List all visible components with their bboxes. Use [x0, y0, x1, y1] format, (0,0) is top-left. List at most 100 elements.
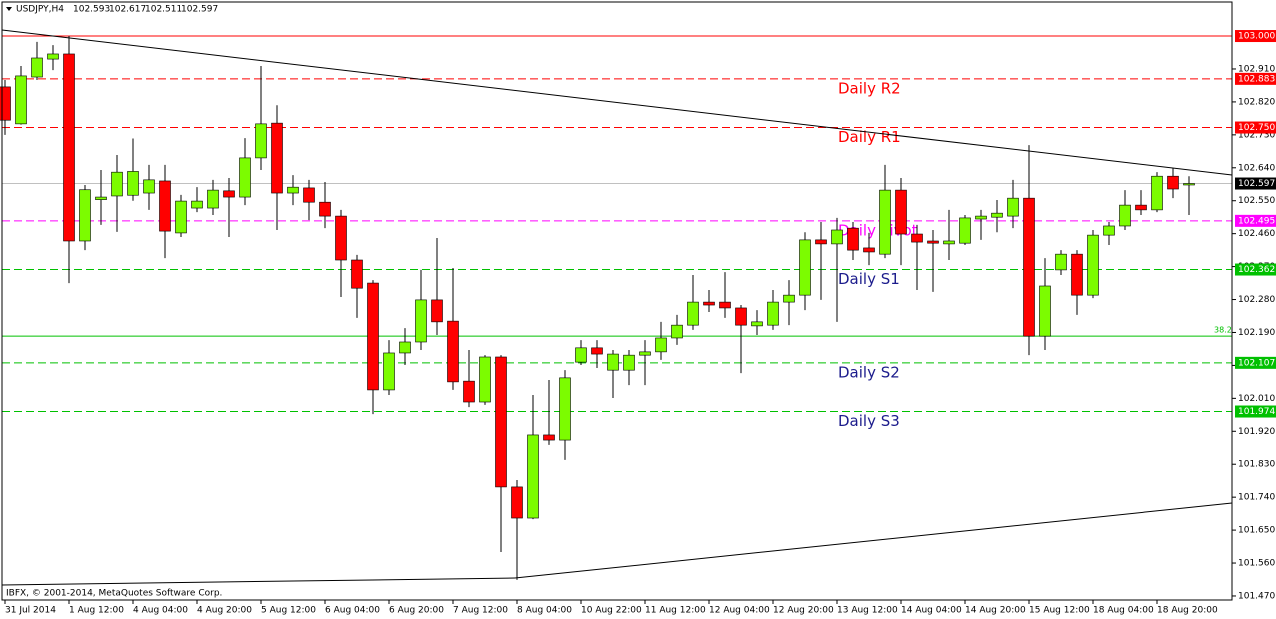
last-price-tag-box: [1235, 177, 1276, 190]
level-price-tag-box: [1235, 405, 1276, 418]
y-tick-label: 102.190: [1238, 328, 1275, 338]
fib-label: 38.2: [1214, 326, 1232, 335]
candle-body: [927, 240, 939, 244]
candle-body: [991, 212, 1003, 218]
trendline: [1, 577, 516, 586]
x-tick-label: 12 Aug 04:00: [709, 606, 770, 616]
x-tick-label: 31 Jul 2014: [5, 606, 56, 616]
x-tick-label: 12 Aug 20:00: [773, 606, 834, 616]
candle-body: [399, 341, 411, 354]
level-name: Daily R2: [838, 79, 901, 97]
menu-arrow[interactable]: [6, 7, 12, 11]
y-tick-label: 102.730: [1238, 130, 1275, 140]
candle-body: [79, 189, 91, 242]
candle-body: [815, 239, 827, 245]
y-tick-label: 101.560: [1238, 559, 1275, 569]
candle-body: [879, 189, 891, 255]
candle-body: [863, 247, 875, 253]
candle-body: [511, 486, 523, 519]
x-tick-label: 11 Aug 12:00: [645, 606, 706, 616]
symbol-title: USDJPY,H4: [16, 5, 64, 15]
axis-layer: 102.910 102.820 102.730 102.640 102.550 102.4…: [4, 30, 1276, 616]
candle-body: [463, 380, 475, 403]
level-price-tag: 102.750: [1238, 123, 1275, 133]
candle-body: [239, 157, 251, 198]
level-price-tag: 101.974: [1238, 407, 1275, 417]
y-tick-label: 102.010: [1238, 394, 1275, 404]
last-price-tag: 102.597: [1238, 179, 1275, 189]
level-name: Daily S2: [838, 363, 900, 381]
x-tick-label: 4 Aug 20:00: [197, 606, 252, 616]
y-tick-label: 101.740: [1238, 493, 1275, 503]
x-tick-label: 18 Aug 20:00: [1157, 606, 1218, 616]
candle-body: [703, 301, 715, 306]
candle-body: [335, 215, 347, 261]
level-price-tag-box: [1235, 263, 1276, 276]
candle-body: [1119, 204, 1131, 227]
candle-body: [527, 434, 539, 519]
header-low: 102.511: [145, 5, 182, 15]
y-tick-label: 102.460: [1238, 229, 1275, 239]
candle-layer: [0, 36, 1195, 580]
candle-body: [143, 179, 155, 194]
x-tick-label: 14 Aug 20:00: [965, 606, 1026, 616]
candle-body: [175, 200, 187, 234]
y-tick-label: 102.820: [1238, 97, 1275, 107]
candle-body: [351, 259, 363, 289]
candle-body: [63, 53, 75, 242]
x-tick-label: 5 Aug 12:00: [261, 606, 316, 616]
level-name: Daily S3: [838, 412, 900, 430]
candle-body: [591, 347, 603, 355]
candle-body: [127, 171, 139, 196]
candle-body: [1151, 175, 1163, 211]
x-tick-label: 10 Aug 22:00: [581, 606, 642, 616]
trendline: [1, 29, 1233, 176]
candle-body: [1055, 253, 1067, 271]
candle-body: [975, 215, 987, 220]
candle-body: [719, 301, 731, 309]
candle-body: [1071, 253, 1083, 296]
x-tick-label: 6 Aug 20:00: [389, 606, 444, 616]
y-tick-label: 102.550: [1238, 196, 1275, 206]
candle-body: [575, 347, 587, 363]
candle-body: [1039, 285, 1051, 337]
level-price-tag: 102.362: [1238, 265, 1275, 275]
candle-body: [799, 239, 811, 296]
candle-body: [191, 200, 203, 209]
candle-body: [1135, 204, 1147, 211]
copyright: IBFX, © 2001-2014, MetaQuotes Software C…: [6, 589, 222, 599]
candle-body: [543, 434, 555, 441]
candle-body: [319, 201, 331, 217]
candle-body: [1007, 197, 1019, 217]
candle-body: [431, 299, 443, 323]
header-open: 102.593: [73, 5, 110, 15]
candle-body: [895, 189, 907, 235]
candle-body: [31, 57, 43, 78]
x-tick-label: 8 Aug 04:00: [517, 606, 572, 616]
candle-body: [1023, 197, 1035, 337]
candle-body: [367, 282, 379, 391]
candle-body: [47, 53, 59, 60]
level-price-tag-box: [1235, 121, 1276, 134]
candle-body: [1087, 234, 1099, 296]
level-price-tag-box: [1235, 356, 1276, 369]
candle-body: [783, 294, 795, 303]
x-tick-label: 13 Aug 12:00: [837, 606, 898, 616]
x-tick-label: 7 Aug 12:00: [453, 606, 508, 616]
candle-body: [255, 123, 267, 159]
candle-body: [415, 299, 427, 343]
x-tick-label: 18 Aug 04:00: [1093, 606, 1154, 616]
header-close: 102.597: [181, 5, 218, 15]
x-tick-label: 1 Aug 12:00: [69, 606, 124, 616]
candle-body: [639, 351, 651, 356]
candle-body: [735, 307, 747, 326]
candle-body: [447, 320, 459, 383]
x-tick-label: 15 Aug 12:00: [1029, 606, 1090, 616]
candle-body: [559, 377, 571, 441]
candle-body: [1103, 225, 1115, 236]
y-tick-label: 102.910: [1238, 64, 1275, 74]
candle-body: [303, 187, 315, 203]
